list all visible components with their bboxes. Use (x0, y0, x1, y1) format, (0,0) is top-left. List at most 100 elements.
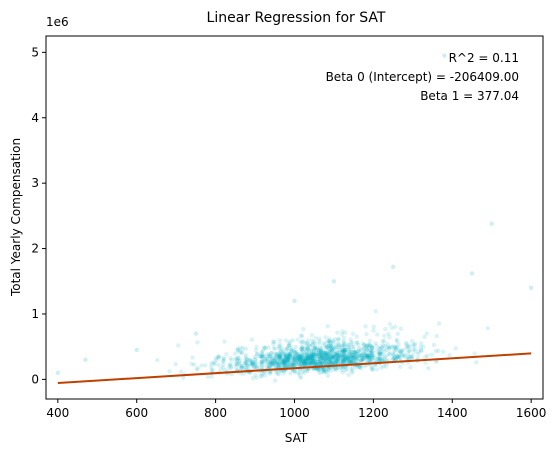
scatter-point (279, 360, 284, 366)
scatter-point (381, 346, 386, 352)
scatter-point (300, 358, 305, 363)
scatter-point (351, 349, 357, 355)
scatter-point (212, 361, 217, 367)
scatter-point (350, 353, 356, 358)
scatter-point (321, 355, 326, 361)
scatter-point (338, 360, 344, 366)
scatter-point (326, 357, 331, 363)
scatter-point (314, 350, 319, 355)
scatter-point (379, 356, 385, 362)
scatter-point (335, 350, 340, 356)
scatter-point (346, 355, 352, 360)
scatter-point (316, 341, 322, 346)
scatter-point (355, 358, 361, 363)
scatter-point (290, 338, 295, 343)
scatter-point (394, 337, 399, 342)
scatter-point (297, 370, 302, 375)
scatter-point (350, 368, 355, 374)
scatter-point (192, 362, 197, 367)
scatter-point (351, 355, 356, 361)
scatter-point (426, 366, 431, 371)
scatter-point (289, 345, 294, 351)
scatter-point (378, 351, 383, 356)
scatter-point (358, 366, 364, 371)
scatter-point (272, 359, 277, 364)
scatter-point (301, 339, 306, 344)
scatter-point (315, 356, 321, 362)
scatter-point (249, 337, 255, 342)
scatter-point (309, 361, 315, 366)
x-tick-label: 1000 (279, 406, 310, 420)
scatter-point (394, 339, 400, 344)
scatter-point (300, 353, 306, 359)
scatter-point (221, 356, 227, 361)
scatter-point (326, 360, 332, 366)
scatter-point (258, 354, 263, 359)
scatter-point (294, 354, 299, 360)
scatter-point (339, 367, 344, 373)
scatter-point (390, 264, 396, 270)
scatter-points (55, 53, 534, 383)
scatter-point (322, 356, 328, 362)
scatter-point (272, 351, 277, 356)
scatter-point (349, 352, 355, 357)
scatter-point (239, 349, 244, 355)
scatter-point (331, 351, 337, 356)
scatter-point (292, 298, 297, 304)
scatter-point (313, 340, 318, 346)
scatter-point (296, 353, 302, 359)
scatter-point (299, 346, 304, 351)
scatter-point (370, 345, 375, 351)
scatter-point (346, 353, 351, 358)
scatter-point (343, 354, 348, 359)
scatter-point (309, 355, 314, 360)
scatter-point (317, 361, 323, 367)
scatter-point (277, 354, 282, 360)
scatter-point (241, 371, 246, 376)
scatter-point (364, 332, 369, 337)
scatter-point (370, 367, 375, 373)
scatter-point (321, 343, 327, 348)
scatter-point (291, 349, 296, 354)
scatter-point (341, 348, 346, 353)
scatter-point (299, 355, 304, 360)
scatter-point (311, 358, 317, 364)
scatter-point (333, 351, 338, 356)
scatter-point (410, 342, 416, 348)
scatter-point (398, 364, 403, 369)
scatter-point (357, 364, 362, 370)
scatter-point (368, 349, 374, 354)
scatter-point (301, 362, 307, 368)
scatter-point (345, 355, 350, 361)
scatter-point (302, 352, 307, 357)
scatter-point (299, 339, 304, 344)
scatter-point (341, 358, 346, 364)
scatter-point (334, 360, 339, 366)
scatter-point (299, 333, 304, 339)
scatter-point (380, 352, 385, 357)
scatter-point (312, 358, 317, 363)
scatter-point (304, 355, 309, 361)
scatter-point (261, 353, 267, 359)
scatter-point (412, 350, 418, 355)
scatter-point (319, 361, 324, 366)
scatter-point (272, 357, 277, 363)
scatter-point (360, 341, 366, 346)
scatter-point (267, 370, 272, 375)
scatter-point (235, 346, 240, 351)
scatter-point (281, 360, 287, 366)
scatter-point (436, 348, 441, 353)
scatter-point (375, 332, 380, 337)
scatter-point (253, 361, 258, 366)
scatter-point (287, 353, 292, 359)
scatter-point (368, 352, 374, 358)
scatter-point (277, 338, 283, 343)
scatter-point (340, 351, 345, 357)
scatter-point (313, 335, 318, 341)
scatter-point (310, 342, 315, 347)
scatter-point (273, 362, 279, 368)
scatter-point (334, 357, 339, 363)
scatter-point (342, 348, 347, 353)
scatter-point (173, 362, 178, 367)
scatter-point (298, 354, 303, 359)
